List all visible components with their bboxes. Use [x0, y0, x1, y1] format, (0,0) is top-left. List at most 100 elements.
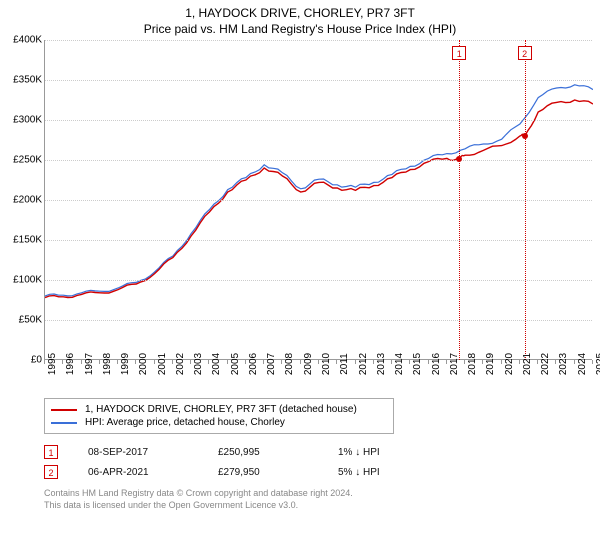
grid-line: [45, 80, 592, 81]
x-tick: [117, 360, 118, 364]
legend-label: 1, HAYDOCK DRIVE, CHORLEY, PR7 3FT (deta…: [85, 404, 357, 415]
x-axis-label: 1997: [84, 353, 95, 375]
grid-line: [45, 40, 592, 41]
x-tick: [81, 360, 82, 364]
y-axis-label: £150K: [13, 235, 42, 246]
x-tick: [281, 360, 282, 364]
y-axis-label: £0: [31, 355, 42, 366]
x-tick: [245, 360, 246, 364]
x-tick: [537, 360, 538, 364]
grid-line: [45, 320, 592, 321]
event-marker-box: 2: [518, 46, 532, 60]
x-tick: [373, 360, 374, 364]
legend-label: HPI: Average price, detached house, Chor…: [85, 417, 285, 428]
event-row-diff: 1% ↓ HPI: [338, 447, 428, 458]
x-tick: [300, 360, 301, 364]
grid-line: [45, 120, 592, 121]
x-tick: [501, 360, 502, 364]
x-axis-label: 2005: [230, 353, 241, 375]
y-axis-label: £100K: [13, 275, 42, 286]
x-axis-label: 2015: [412, 353, 423, 375]
x-axis-label: 2020: [504, 353, 515, 375]
event-row: 2 06-APR-2021 £279,950 5% ↓ HPI: [44, 462, 600, 482]
x-tick: [44, 360, 45, 364]
x-axis-label: 2025: [595, 353, 600, 375]
plot-region: 12: [44, 40, 592, 360]
x-axis-label: 2000: [138, 353, 149, 375]
x-axis-label: 2023: [558, 353, 569, 375]
event-marker-line: [459, 40, 460, 360]
event-price-dot: [456, 156, 462, 162]
x-axis-label: 2019: [485, 353, 496, 375]
x-axis-label: 2009: [303, 353, 314, 375]
x-tick: [519, 360, 520, 364]
x-axis-label: 2006: [248, 353, 259, 375]
x-tick: [208, 360, 209, 364]
x-tick: [574, 360, 575, 364]
x-tick: [135, 360, 136, 364]
event-marker-line: [525, 40, 526, 360]
x-tick: [391, 360, 392, 364]
x-tick: [409, 360, 410, 364]
event-row: 1 08-SEP-2017 £250,995 1% ↓ HPI: [44, 442, 600, 462]
legend-item: HPI: Average price, detached house, Chor…: [51, 416, 387, 429]
event-row-diff: 5% ↓ HPI: [338, 467, 428, 478]
x-axis-label: 2010: [321, 353, 332, 375]
x-axis-label: 2017: [449, 353, 460, 375]
events-table: 1 08-SEP-2017 £250,995 1% ↓ HPI 2 06-APR-2021…: [44, 442, 600, 482]
chart-container: 1, HAYDOCK DRIVE, CHORLEY, PR7 3FT Price…: [0, 0, 600, 560]
grid-line: [45, 160, 592, 161]
x-axis-label: 2008: [284, 353, 295, 375]
event-row-price: £250,995: [218, 447, 308, 458]
x-axis-label: 2012: [358, 353, 369, 375]
grid-line: [45, 200, 592, 201]
x-axis-label: 2001: [157, 353, 168, 375]
footer-line-2: This data is licensed under the Open Gov…: [44, 500, 600, 512]
x-axis-label: 2003: [193, 353, 204, 375]
y-axis-label: £250K: [13, 155, 42, 166]
x-axis-label: 2002: [175, 353, 186, 375]
x-axis-label: 2021: [522, 353, 533, 375]
x-axis-label: 1995: [47, 353, 58, 375]
y-axis-label: £400K: [13, 35, 42, 46]
chart-area: 12 £0£50K£100K£150K£200K£250K£300K£350K£…: [36, 40, 596, 392]
x-tick: [99, 360, 100, 364]
event-row-price: £279,950: [218, 467, 308, 478]
footer-line-1: Contains HM Land Registry data © Crown c…: [44, 488, 600, 500]
chart-subtitle: Price paid vs. HM Land Registry's House …: [0, 20, 600, 40]
event-row-date: 08-SEP-2017: [88, 447, 188, 458]
legend-item: 1, HAYDOCK DRIVE, CHORLEY, PR7 3FT (deta…: [51, 403, 387, 416]
x-axis-label: 1998: [102, 353, 113, 375]
x-axis-label: 2022: [540, 353, 551, 375]
event-row-date: 06-APR-2021: [88, 467, 188, 478]
x-axis-label: 2018: [467, 353, 478, 375]
event-row-number: 2: [44, 465, 58, 479]
y-axis-label: £50K: [19, 315, 42, 326]
x-tick: [62, 360, 63, 364]
x-tick: [464, 360, 465, 364]
footer-attribution: Contains HM Land Registry data © Crown c…: [44, 488, 600, 511]
x-axis-label: 2011: [339, 353, 350, 375]
y-axis-label: £300K: [13, 115, 42, 126]
x-tick: [154, 360, 155, 364]
x-tick: [428, 360, 429, 364]
x-axis-label: 2004: [211, 353, 222, 375]
x-axis-label: 1999: [120, 353, 131, 375]
x-axis-label: 2007: [266, 353, 277, 375]
grid-line: [45, 280, 592, 281]
x-tick: [446, 360, 447, 364]
x-axis-label: 1996: [65, 353, 76, 375]
x-axis-label: 2016: [431, 353, 442, 375]
event-marker-box: 1: [452, 46, 466, 60]
event-row-number: 1: [44, 445, 58, 459]
y-axis-label: £350K: [13, 75, 42, 86]
x-tick: [227, 360, 228, 364]
x-axis-label: 2024: [577, 353, 588, 375]
x-tick: [263, 360, 264, 364]
legend-swatch: [51, 409, 77, 411]
event-price-dot: [522, 133, 528, 139]
chart-title: 1, HAYDOCK DRIVE, CHORLEY, PR7 3FT: [0, 0, 600, 20]
x-tick: [336, 360, 337, 364]
x-axis-label: 2014: [394, 353, 405, 375]
x-tick: [172, 360, 173, 364]
